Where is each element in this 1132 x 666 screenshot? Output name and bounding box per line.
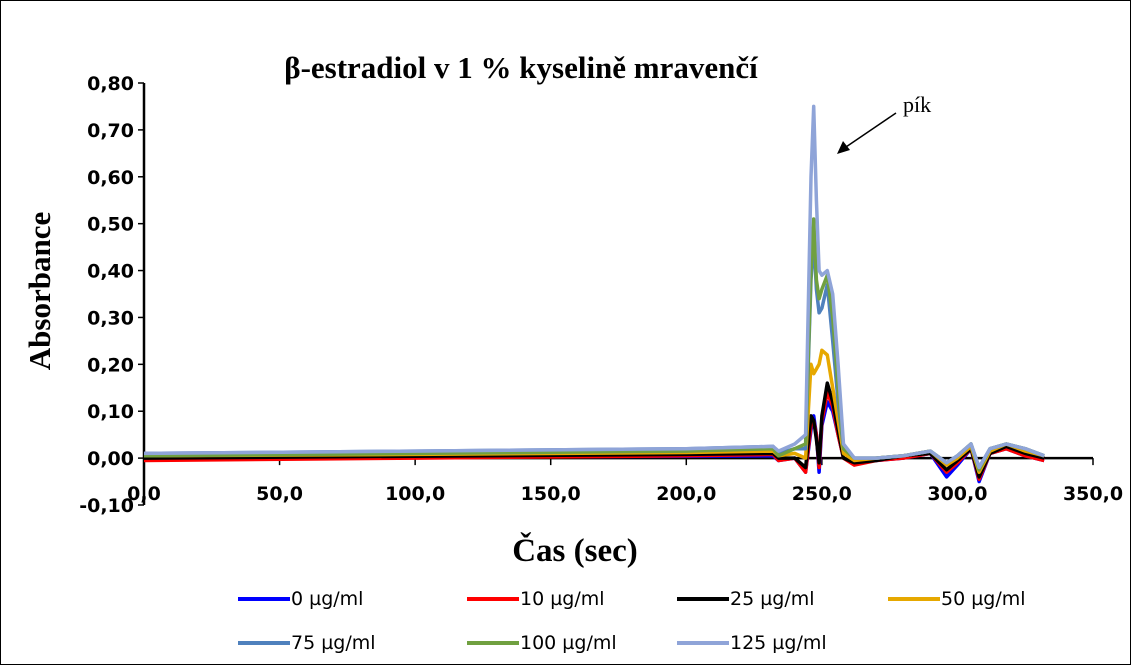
series-line	[143, 217, 1045, 472]
x-tick-label: 50,0	[256, 483, 303, 505]
y-axis-label: Absorbance	[22, 212, 57, 370]
y-tick-label: 0,30	[87, 307, 134, 329]
legend-item: 0 µg/ml	[238, 588, 363, 610]
legend-label: 100 µg/ml	[520, 632, 617, 654]
axes: -0,10 0,00 0,10 0,20 0,30 0,40 0,50 0,60 0,70 0,8…	[79, 73, 1123, 517]
series-line	[143, 400, 1045, 484]
y-tick-label: 0,40	[87, 261, 134, 283]
annotation-arrow-line	[842, 112, 897, 150]
legend-item: 75 µg/ml	[238, 632, 376, 654]
legend-label: 75 µg/ml	[291, 632, 376, 654]
annotation: pík	[837, 92, 931, 154]
legend-item: 25 µg/ml	[677, 588, 815, 610]
x-tick-label: 250,0	[792, 483, 852, 505]
series-group	[143, 104, 1045, 484]
y-tick-label: 0,10	[87, 401, 134, 423]
series-line	[143, 104, 1045, 470]
legend-label: 25 µg/ml	[730, 588, 815, 610]
series-line	[143, 235, 1045, 470]
annotation-text: pík	[903, 92, 931, 117]
x-tick-label: 100,0	[385, 483, 445, 505]
chart-title: β-estradiol v 1 % kyselině mravenčí	[284, 50, 758, 85]
legend-item: 50 µg/ml	[888, 588, 1026, 610]
y-tick-label: 0,50	[87, 214, 134, 236]
x-tick-label: 350,0	[1063, 483, 1123, 505]
legend-item: 125 µg/ml	[677, 632, 827, 654]
legend-label: 10 µg/ml	[520, 588, 605, 610]
x-tick-label: 0,0	[127, 483, 161, 505]
y-tick-label: -0,10	[79, 495, 134, 517]
x-axis-label: Čas (sec)	[512, 531, 638, 569]
y-tick-label: 0,60	[87, 167, 134, 189]
legend-item: 10 µg/ml	[467, 588, 605, 610]
x-tick-label: 300,0	[927, 483, 987, 505]
series-line	[143, 390, 1045, 481]
legend-label: 50 µg/ml	[941, 588, 1026, 610]
x-tick-label: 200,0	[656, 483, 716, 505]
annotation-arrow-head	[837, 141, 850, 154]
legend-label: 125 µg/ml	[730, 632, 827, 654]
legend: 0 µg/ml 10 µg/ml 25 µg/ml 50 µg/ml 75 µg/ml 1…	[238, 588, 1026, 654]
y-tick-label: 0,80	[87, 73, 134, 95]
y-tick-label: 0,70	[87, 120, 134, 142]
y-tick-label: 0,00	[87, 448, 134, 470]
legend-item: 100 µg/ml	[467, 632, 617, 654]
y-tick-label: 0,20	[87, 354, 134, 376]
legend-label: 0 µg/ml	[291, 588, 363, 610]
x-tick-label: 150,0	[521, 483, 581, 505]
